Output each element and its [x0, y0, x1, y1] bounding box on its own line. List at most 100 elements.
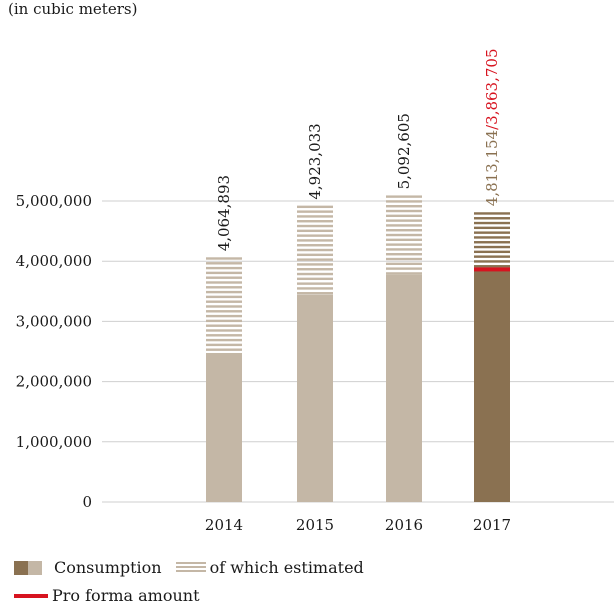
bar-estimated-stripe — [297, 234, 333, 237]
bar-estimated-stripe — [206, 262, 242, 265]
bar-estimated-stripe — [297, 229, 333, 233]
proforma-line — [474, 267, 510, 272]
bar-2017 — [474, 267, 510, 502]
bar-2015 — [297, 294, 333, 502]
bar-estimated-stripe — [474, 217, 510, 220]
bar-estimated-stripe — [297, 258, 333, 261]
value-label-2017: 4,813,154/3,863,705 — [483, 48, 501, 206]
bar-estimated-stripe — [386, 257, 422, 261]
bar-estimated-stripe — [206, 314, 242, 318]
legend-proforma: Pro forma amount — [14, 586, 200, 605]
legend-proforma-label: Pro forma amount — [52, 586, 200, 605]
bar-estimated-stripe — [206, 266, 242, 270]
bar-estimated-stripe — [474, 212, 510, 215]
bar-estimated-stripe — [206, 334, 242, 337]
bar-2014 — [206, 353, 242, 502]
x-tick-label: 2015 — [296, 516, 334, 534]
bar-estimated-stripe — [297, 215, 333, 218]
bar-estimated-stripe — [297, 263, 333, 266]
bar-estimated-stripe — [386, 214, 422, 218]
bar-estimated-stripe — [474, 265, 510, 268]
bar-estimated-stripe — [474, 255, 510, 258]
bar-estimated-stripe — [474, 226, 510, 230]
bar-estimated-stripe — [206, 286, 242, 289]
bar-estimated-stripe — [386, 205, 422, 208]
bar-estimated-stripe — [206, 329, 242, 332]
bar-estimated-stripe — [386, 224, 422, 227]
bar-estimated-stripe — [206, 300, 242, 303]
value-label-2014: 4,064,893 — [215, 175, 233, 251]
bar-estimated-stripe — [206, 343, 242, 347]
bar-estimated-stripe — [206, 295, 242, 299]
bar-estimated-stripe — [297, 205, 333, 209]
bar-chart: 0 1,000,000 2,000,000 3,000,000 4,000,000 5,0… — [16, 48, 614, 534]
bar-estimated-stripe — [386, 267, 422, 270]
bar-estimated-stripe — [386, 253, 422, 256]
bar-estimated-stripe — [297, 210, 333, 213]
x-tick-label: 2016 — [385, 516, 423, 534]
bar-estimated-stripe — [474, 260, 510, 263]
y-tick-label: 0 — [82, 493, 92, 511]
bar-estimated-stripe — [386, 200, 422, 203]
bar-estimated-stripe — [386, 248, 422, 251]
y-tick-label: 3,000,000 — [16, 312, 92, 330]
bar-estimated-stripe — [386, 229, 422, 232]
proforma-swatch — [14, 593, 48, 598]
consumption-light-swatch — [28, 560, 42, 575]
y-tick-label: 4,000,000 — [16, 252, 92, 270]
bar-estimated-stripe — [297, 239, 333, 242]
bar-estimated-stripe — [386, 219, 422, 222]
bar-estimated-stripe — [386, 233, 422, 237]
bar-estimated-stripe — [474, 221, 510, 225]
bar-estimated-stripe — [386, 272, 422, 275]
bar-estimated-stripe — [386, 209, 422, 213]
bar-estimated-stripe — [206, 319, 242, 323]
y-tick-label: 1,000,000 — [16, 433, 92, 451]
estimated-swatch — [175, 561, 206, 574]
bar-estimated-stripe — [297, 272, 333, 276]
bar-estimated-stripe — [297, 268, 333, 271]
value-label-2017-proforma: /3,863,705 — [483, 48, 501, 129]
value-label-2017-total: 4,813,154 — [483, 130, 501, 206]
x-tick-label: 2014 — [205, 516, 243, 534]
unit-label: (in cubic meters) — [8, 0, 138, 18]
bar-estimated-stripe — [297, 287, 333, 290]
legend-consumption-label: Consumption — [54, 558, 162, 577]
consumption-dark-swatch — [14, 560, 28, 575]
bar-estimated-stripe — [297, 224, 333, 228]
bar-estimated-stripe — [206, 324, 242, 327]
bar-estimated-stripe — [206, 276, 242, 279]
bar-estimated-stripe — [386, 195, 422, 198]
bar-estimated-stripe — [297, 248, 333, 252]
legend-estimated-label: of which estimated — [209, 558, 364, 577]
bar-estimated-stripe — [206, 271, 242, 275]
bar-estimated-stripe — [297, 253, 333, 257]
bar-estimated-stripe — [206, 305, 242, 308]
bar-2016 — [386, 274, 422, 502]
legend-consumption: Consumption of which estimated — [14, 558, 364, 577]
bar-estimated-stripe — [386, 238, 422, 242]
value-label-2016: 5,092,605 — [395, 113, 413, 189]
bar-estimated-stripe — [297, 292, 333, 295]
bar-estimated-stripe — [297, 282, 333, 285]
bar-estimated-stripe — [474, 236, 510, 239]
y-tick-label: 2,000,000 — [16, 373, 92, 391]
bar-estimated-stripe — [474, 245, 510, 249]
y-tick-label: 5,000,000 — [16, 192, 92, 210]
bar-estimated-stripe — [206, 348, 242, 351]
bar-estimated-stripe — [297, 220, 333, 223]
x-tick-label: 2017 — [473, 516, 511, 534]
bar-estimated-stripe — [474, 241, 510, 244]
bar-estimated-stripe — [386, 262, 422, 266]
bar-estimated-stripe — [206, 257, 242, 260]
bar-estimated-stripe — [297, 277, 333, 281]
bar-estimated-stripe — [206, 281, 242, 284]
bar-estimated-stripe — [386, 243, 422, 246]
bar-estimated-stripe — [206, 290, 242, 294]
bar-estimated-stripe — [474, 231, 510, 234]
bar-estimated-stripe — [206, 310, 242, 313]
bar-estimated-stripe — [297, 244, 333, 247]
bar-estimated-stripe — [206, 338, 242, 342]
bar-estimated-stripe — [474, 250, 510, 254]
value-label-2015: 4,923,033 — [306, 123, 324, 199]
